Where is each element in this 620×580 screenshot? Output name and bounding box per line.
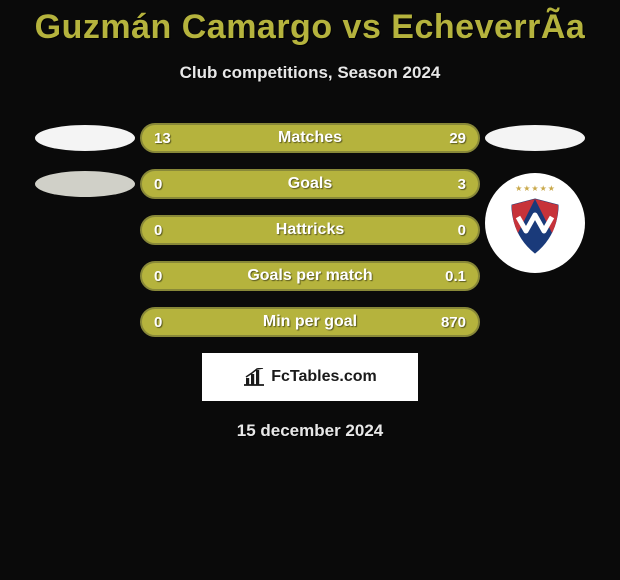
stat-left-value: 0 [154, 222, 162, 239]
stat-right-value: 0.1 [445, 268, 466, 285]
comparison-container: Guzmán Camargo vs EcheverrÃ­a Club compe… [0, 0, 620, 441]
brand-text: FcTables.com [271, 368, 377, 386]
stat-label: Goals per match [247, 267, 372, 285]
stat-bar: 0 Hattricks 0 [140, 215, 480, 245]
stat-left-value: 0 [154, 176, 162, 193]
star-icon: ★ [515, 184, 522, 193]
date-text: 15 december 2024 [0, 421, 620, 441]
star-icon: ★ [531, 184, 538, 193]
star-icon: ★ [523, 184, 530, 193]
stat-left-value: 0 [154, 314, 162, 331]
logo-stars: ★★★★★ [504, 184, 566, 193]
left-badge-slot [30, 171, 140, 197]
stat-right-value: 3 [458, 176, 466, 193]
stat-bar: 0 Goals per match 0.1 [140, 261, 480, 291]
stat-label: Min per goal [263, 313, 357, 331]
right-badge-slot [480, 125, 590, 151]
stat-right-value: 29 [449, 130, 466, 147]
stat-bar: 13 Matches 29 [140, 123, 480, 153]
stat-row: 0 Min per goal 870 [0, 307, 620, 337]
bar-chart-icon [243, 368, 265, 386]
stat-label: Matches [278, 129, 342, 147]
shield-icon [504, 195, 566, 262]
stat-label: Goals [288, 175, 332, 193]
stat-left-value: 0 [154, 268, 162, 285]
right-badge-slot: ★★★★★ [480, 187, 590, 273]
stat-row: 13 Matches 29 [0, 123, 620, 153]
subtitle: Club competitions, Season 2024 [0, 63, 620, 83]
star-icon: ★ [548, 184, 555, 193]
player-badge-left [35, 125, 135, 151]
stat-bar: 0 Min per goal 870 [140, 307, 480, 337]
page-title: Guzmán Camargo vs EcheverrÃ­a [0, 8, 620, 47]
stat-label: Hattricks [276, 221, 344, 239]
stats-list: 13Matches290Goals30Hattricks0★★★★★ 0Goal… [0, 123, 620, 337]
stat-row: 0Hattricks0★★★★★ [0, 215, 620, 245]
stat-right-value: 0 [458, 222, 466, 239]
player-badge-left [35, 171, 135, 197]
club-logo: ★★★★★ [485, 173, 585, 273]
stat-bar: 0 Goals 3 [140, 169, 480, 199]
left-badge-slot [30, 125, 140, 151]
brand-box[interactable]: FcTables.com [202, 353, 418, 401]
player-badge-right [485, 125, 585, 151]
stat-right-value: 870 [441, 314, 466, 331]
star-icon: ★ [540, 184, 547, 193]
stat-left-value: 13 [154, 130, 171, 147]
